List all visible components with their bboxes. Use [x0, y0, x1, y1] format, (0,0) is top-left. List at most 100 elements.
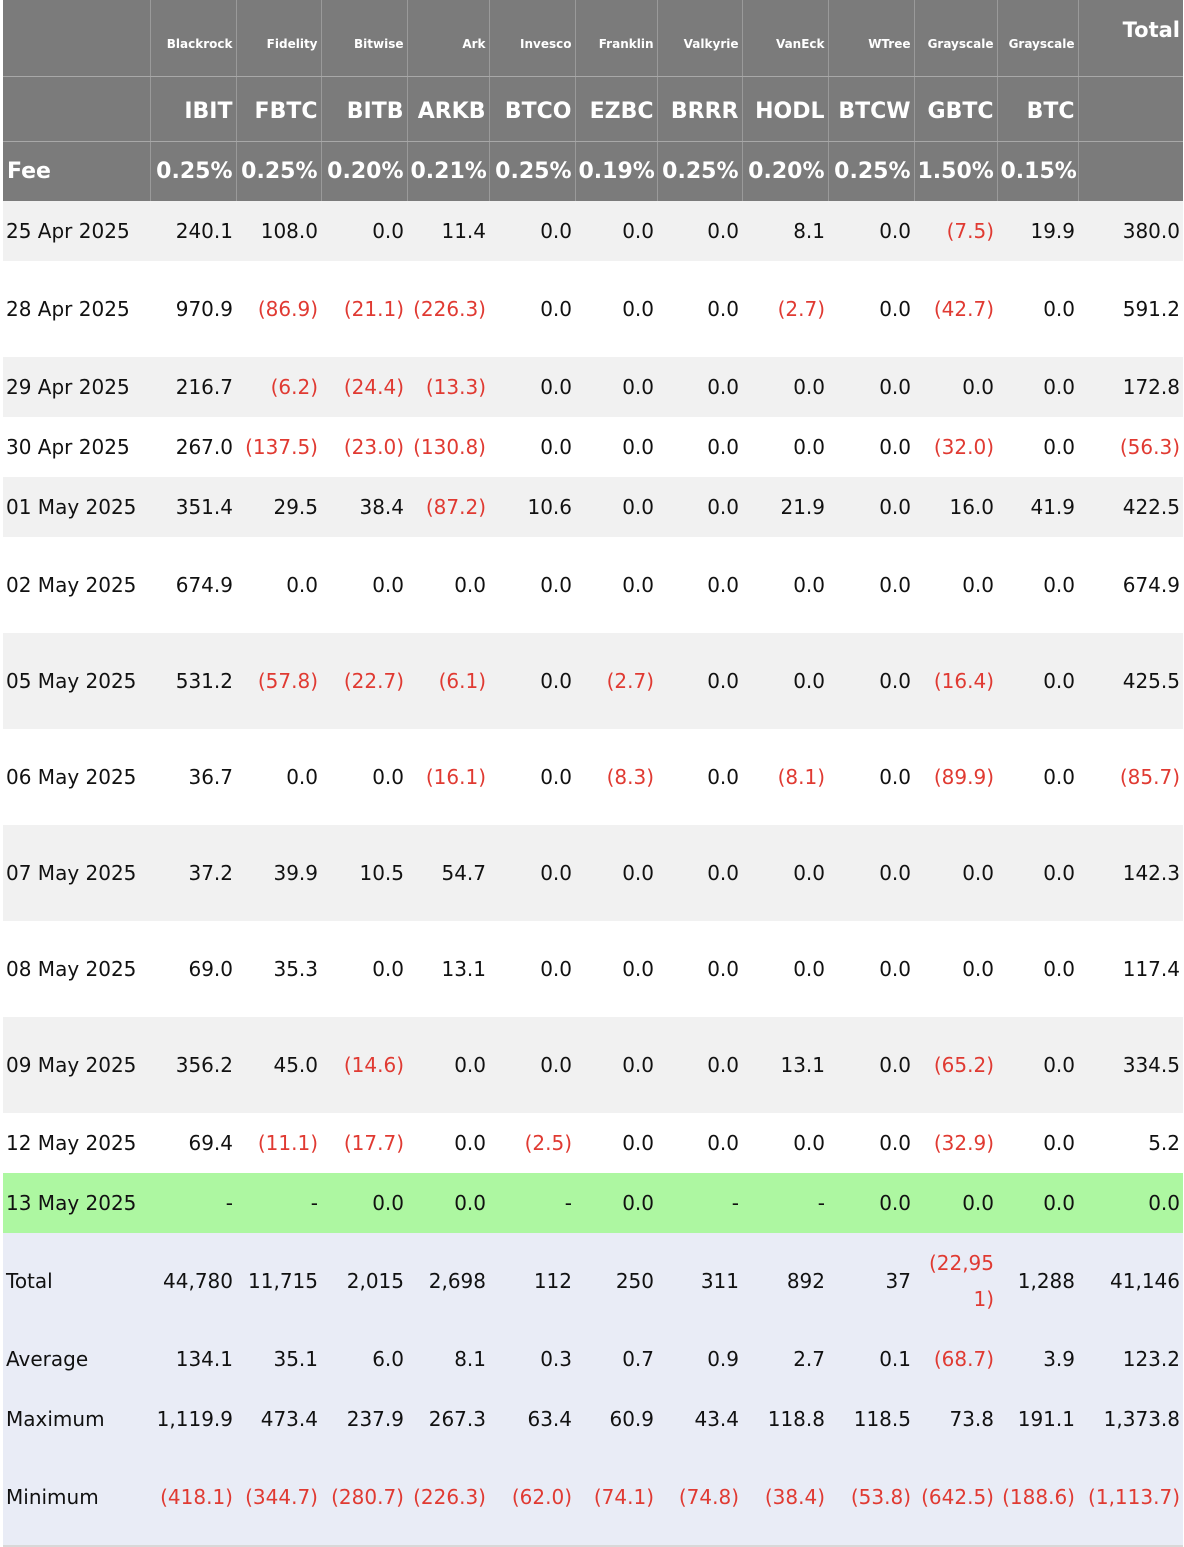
flow-cell: 0.0 — [997, 261, 1078, 357]
flow-cell: 970.9 — [150, 261, 236, 357]
summary-cell: 35.1 — [236, 1329, 321, 1389]
ticker-header: BTC — [997, 76, 1079, 142]
fee-value: 0.25% — [489, 141, 576, 201]
flow-cell: 39.9 — [236, 825, 321, 921]
flow-cell: 0.0 — [489, 201, 575, 261]
flow-cell: 0.0 — [828, 633, 914, 729]
issuer-header: Franklin — [575, 0, 658, 77]
etf-flows-table: Blackrock Fidelity Bitwise Ark Invesco F… — [3, 0, 1183, 1547]
flow-cell: 0.0 — [575, 261, 657, 357]
summary-row: Total 44,780 11,715 2,015 2,698 112 250 311 892 3… — [3, 1233, 1183, 1329]
row-total-cell: 674.9 — [1078, 537, 1183, 633]
summary-cell: (188.6) — [997, 1449, 1078, 1547]
fee-value: 0.25% — [236, 141, 322, 201]
flow-cell: 16.0 — [914, 477, 997, 537]
flow-cell: 0.0 — [742, 825, 828, 921]
fee-value: 0.25% — [150, 141, 237, 201]
flow-cell: 37.2 — [150, 825, 236, 921]
flow-cell: 0.0 — [828, 357, 914, 417]
flow-cell: (23.0) — [321, 417, 407, 477]
flow-cell: (17.7) — [321, 1113, 407, 1173]
flow-cell: 0.0 — [828, 261, 914, 357]
fee-value: 0.21% — [407, 141, 490, 201]
flow-cell: 0.0 — [489, 1017, 575, 1113]
flow-cell: (42.7) — [914, 261, 997, 357]
flow-cell: 0.0 — [742, 357, 828, 417]
ticker-header: BRRR — [657, 76, 743, 142]
fee-header-row: Fee 0.25% 0.25% 0.20% 0.21% 0.25% 0.19% … — [3, 141, 1183, 201]
summary-cell: 118.8 — [742, 1389, 828, 1449]
flow-cell: 351.4 — [150, 477, 236, 537]
flow-cell: 0.0 — [914, 537, 997, 633]
flow-cell: 0.0 — [657, 1113, 742, 1173]
flow-cell: 0.0 — [575, 921, 657, 1017]
flow-cell: 0.0 — [575, 477, 657, 537]
row-total-cell: 425.5 — [1078, 633, 1183, 729]
row-total-cell: 422.5 — [1078, 477, 1183, 537]
flow-cell: 674.9 — [150, 537, 236, 633]
date-cell: 29 Apr 2025 — [3, 357, 150, 417]
table-row: 30 Apr 2025 267.0 (137.5) (23.0) (130.8) 0.0 0… — [3, 417, 1183, 477]
flow-cell: 0.0 — [489, 417, 575, 477]
ticker-total-blank — [1078, 76, 1183, 142]
summary-cell: 1,288 — [997, 1233, 1078, 1329]
table-row: 06 May 2025 36.7 0.0 0.0 (16.1) 0.0 (8.3) 0.0 (8… — [3, 729, 1183, 825]
flow-cell: 0.0 — [914, 921, 997, 1017]
flow-cell: - — [742, 1173, 828, 1233]
summary-label: Maximum — [3, 1389, 150, 1449]
flow-cell: 0.0 — [489, 921, 575, 1017]
fee-value: 1.50% — [914, 141, 998, 201]
flow-cell: 0.0 — [407, 1017, 489, 1113]
table-row: 08 May 2025 69.0 35.3 0.0 13.1 0.0 0.0 0.0 0.0 0.… — [3, 921, 1183, 1017]
flow-cell: 0.0 — [489, 261, 575, 357]
flow-cell: 0.0 — [657, 921, 742, 1017]
flow-cell: (57.8) — [236, 633, 321, 729]
summary-cell: 191.1 — [997, 1389, 1078, 1449]
summary-cell: 0.1 — [828, 1329, 914, 1389]
summary-cell: (418.1) — [150, 1449, 236, 1547]
row-total-cell: 117.4 — [1078, 921, 1183, 1017]
ticker-header: BITB — [321, 76, 408, 142]
summary-row: Average 134.1 35.1 6.0 8.1 0.3 0.7 0.9 2.7 0.1 (68… — [3, 1329, 1183, 1389]
issuer-header: Valkyrie — [657, 0, 743, 77]
total-column-header: Total — [1078, 0, 1183, 77]
flow-cell: 0.0 — [997, 417, 1078, 477]
summary-cell: 311 — [657, 1233, 742, 1329]
flow-cell: 0.0 — [828, 729, 914, 825]
flow-cell: 10.5 — [321, 825, 407, 921]
table-row: 28 Apr 2025 970.9 (86.9) (21.1) (226.3) 0.0 0.… — [3, 261, 1183, 357]
flow-cell: 0.0 — [321, 729, 407, 825]
date-cell: 13 May 2025 — [3, 1173, 150, 1233]
fee-total-blank — [1078, 141, 1183, 201]
flow-cell: 0.0 — [997, 729, 1078, 825]
fee-value: 0.25% — [657, 141, 743, 201]
flow-cell: 13.1 — [742, 1017, 828, 1113]
summary-cell: 6.0 — [321, 1329, 407, 1389]
flow-cell: (65.2) — [914, 1017, 997, 1113]
issuer-header: Fidelity — [236, 0, 322, 77]
summary-label: Minimum — [3, 1449, 150, 1547]
flow-cell: 0.0 — [742, 537, 828, 633]
flow-cell: 0.0 — [914, 1173, 997, 1233]
flow-cell: 0.0 — [997, 633, 1078, 729]
issuer-header: Grayscale — [914, 0, 998, 77]
flow-cell: 0.0 — [828, 477, 914, 537]
flow-cell: 0.0 — [742, 1113, 828, 1173]
flow-cell: 0.0 — [407, 1113, 489, 1173]
table-body: 25 Apr 2025 240.1 108.0 0.0 11.4 0.0 0.0 0.0 8.1… — [3, 201, 1183, 1547]
flow-cell: 69.0 — [150, 921, 236, 1017]
flow-cell: 0.0 — [657, 825, 742, 921]
flow-cell: 0.0 — [657, 417, 742, 477]
summary-row: Maximum 1,119.9 473.4 237.9 267.3 63.4 60.9 43.… — [3, 1389, 1183, 1449]
flow-cell: 0.0 — [914, 357, 997, 417]
table-row: 13 May 2025- -0.0 0.0-0.0- -0.0 0.0 0.0 0.0 — [3, 1173, 1183, 1233]
flow-cell: 0.0 — [575, 357, 657, 417]
flow-cell: 69.4 — [150, 1113, 236, 1173]
flow-cell: (13.3) — [407, 357, 489, 417]
summary-cell: 37 — [828, 1233, 914, 1329]
flow-cell: 11.4 — [407, 201, 489, 261]
summary-cell: 237.9 — [321, 1389, 407, 1449]
issuer-header: Ark — [407, 0, 490, 77]
summary-cell: 2,698 — [407, 1233, 489, 1329]
date-cell: 09 May 2025 — [3, 1017, 150, 1113]
